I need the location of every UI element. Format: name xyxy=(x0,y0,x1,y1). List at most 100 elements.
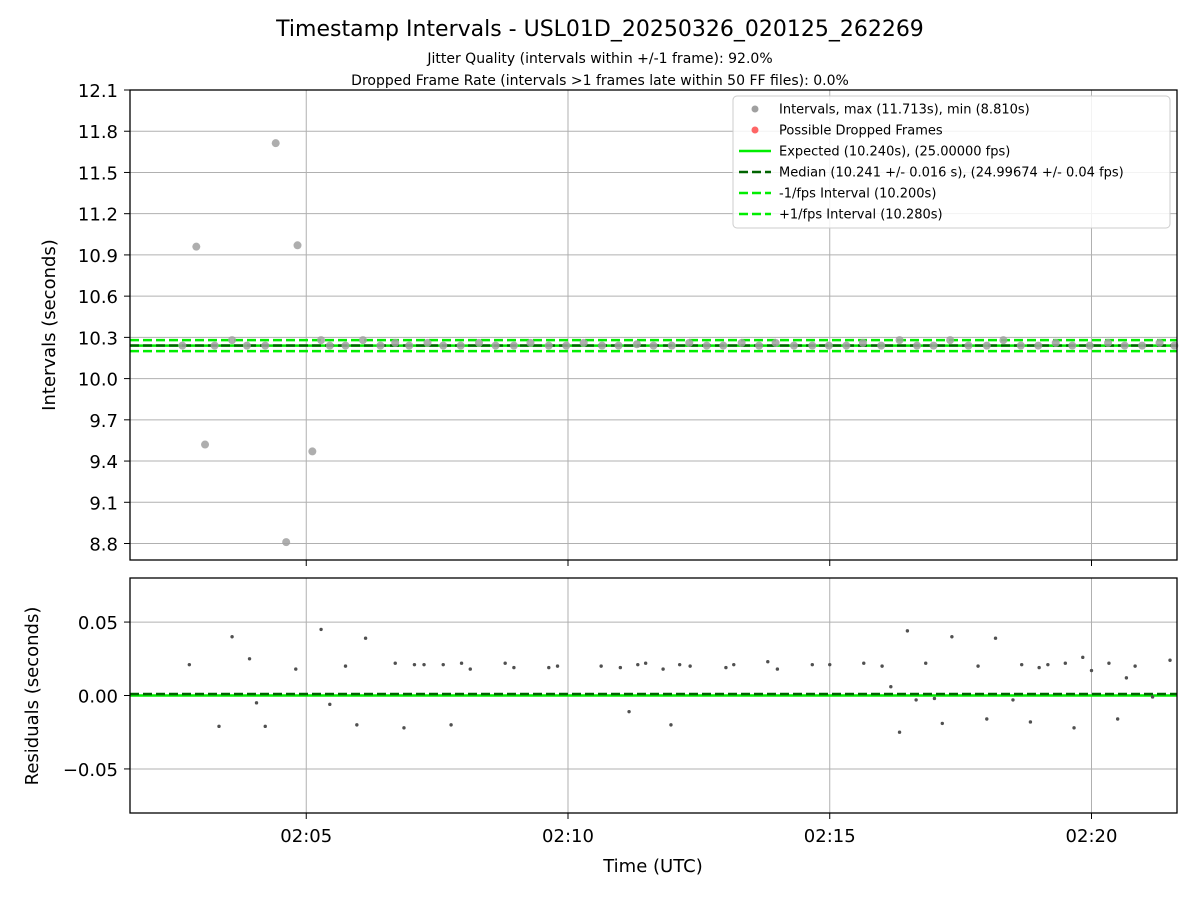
interval-point xyxy=(858,338,867,347)
legend-item-median: Median (10.241 +/- 0.016 s), (24.99674 +… xyxy=(739,166,1124,181)
x-tick-label: 02:15 xyxy=(804,826,856,847)
interval-point xyxy=(358,336,367,345)
interval-point xyxy=(946,336,955,345)
interval-point xyxy=(282,538,291,547)
residuals-y-ticks: 0.05 0.00 −0.05 xyxy=(63,613,130,781)
residual-point xyxy=(217,724,221,729)
residual-point xyxy=(422,662,426,667)
interval-point xyxy=(755,341,764,350)
residual-point xyxy=(503,661,507,665)
interval-point xyxy=(391,338,400,347)
residual-point xyxy=(512,665,516,670)
interval-point xyxy=(1016,341,1025,350)
residual-point xyxy=(187,662,192,667)
intervals-grid xyxy=(130,89,1177,560)
residual-point xyxy=(319,627,323,632)
interval-point xyxy=(842,341,851,350)
interval-point xyxy=(719,341,728,350)
chart-subtitle-dropped: Dropped Frame Rate (intervals >1 frames … xyxy=(351,73,849,89)
interval-point xyxy=(341,341,350,350)
interval-point xyxy=(491,341,500,350)
chart-title: Timestamp Intervals - USL01D_20250326_02… xyxy=(275,17,924,42)
interval-point xyxy=(999,336,1008,345)
interval-point xyxy=(1051,338,1060,347)
interval-point xyxy=(929,341,938,350)
residual-point xyxy=(1028,720,1033,724)
residuals-points xyxy=(187,627,1172,734)
x-tick-label: 02:05 xyxy=(280,826,332,847)
interval-point xyxy=(1138,341,1147,350)
legend-label-plus-fps: +1/fps Interval (10.280s) xyxy=(779,208,943,223)
residual-point xyxy=(1107,661,1111,665)
intervals-panel: 12.1 11.8 11.5 11.2 10.9 10.6 10.3 10.0 9.7 9.4 9.… xyxy=(39,81,1179,566)
interval-point xyxy=(789,341,798,350)
interval-point xyxy=(562,341,571,350)
residual-point xyxy=(449,723,453,727)
residual-point xyxy=(677,662,682,667)
legend-item-expected: Expected (10.240s), (25.00000 fps) xyxy=(739,145,1010,160)
residual-point xyxy=(775,667,780,671)
legend-label-minus-fps: -1/fps Interval (10.200s) xyxy=(779,187,936,202)
x-tick-label: 02:10 xyxy=(542,826,594,847)
residual-point xyxy=(555,664,560,668)
residual-point xyxy=(932,696,937,701)
legend-label-median: Median (10.241 +/- 0.016 s), (24.99674 +… xyxy=(779,166,1124,181)
residual-point xyxy=(1081,655,1085,660)
intervals-y-tick-label: 10.9 xyxy=(78,246,118,267)
legend-frame xyxy=(732,95,1171,229)
intervals-y-tick-label: 9.7 xyxy=(89,411,118,432)
interval-point xyxy=(895,336,904,345)
residuals-x-ticks: 02:05 02:10 02:15 02:20 xyxy=(280,813,1117,847)
residual-point xyxy=(254,701,259,705)
intervals-y-tick-label: 9.4 xyxy=(89,452,118,473)
residual-point xyxy=(263,724,267,729)
legend-item-plus-fps: +1/fps Interval (10.280s) xyxy=(739,208,943,223)
residual-point xyxy=(940,721,944,726)
residual-point xyxy=(402,726,406,730)
intervals-y-tick-label: 12.1 xyxy=(78,81,118,102)
residual-point xyxy=(889,684,893,689)
residuals-y-axis-label: Residuals (seconds) xyxy=(22,607,43,786)
residual-point xyxy=(950,635,954,639)
residual-point xyxy=(1072,726,1076,730)
residual-point xyxy=(1115,717,1120,721)
intervals-y-tick-label: 10.6 xyxy=(78,287,118,308)
residual-point xyxy=(1150,695,1155,699)
interval-point xyxy=(667,341,676,350)
interval-point xyxy=(771,338,780,347)
interval-point xyxy=(271,139,280,148)
residual-point xyxy=(247,657,252,661)
residual-point xyxy=(1011,698,1015,702)
interval-point xyxy=(685,338,694,347)
interval-point xyxy=(877,341,886,350)
residual-point xyxy=(905,629,910,633)
residual-point xyxy=(985,717,989,721)
residual-point xyxy=(661,667,665,671)
legend-label-intervals: Intervals, max (11.713s), min (8.810s) xyxy=(779,103,1030,118)
residual-point xyxy=(669,723,673,727)
interval-point xyxy=(509,341,518,350)
legend-marker-intervals xyxy=(751,105,759,113)
chart-subtitle-jitter: Jitter Quality (intervals within +/-1 fr… xyxy=(426,51,772,67)
residual-point xyxy=(294,667,298,671)
interval-point xyxy=(737,338,746,347)
interval-point xyxy=(178,341,187,350)
residual-point xyxy=(468,667,472,671)
interval-point xyxy=(439,341,448,350)
residual-point xyxy=(343,664,348,668)
intervals-x-ticks xyxy=(305,560,1092,566)
residual-point xyxy=(897,730,902,734)
residual-point xyxy=(1019,662,1024,667)
residual-point xyxy=(1037,665,1041,670)
residuals-y-tick-label: 0.00 xyxy=(78,687,118,708)
interval-point xyxy=(1120,341,1129,350)
residual-point xyxy=(355,723,359,727)
residual-point xyxy=(412,662,417,667)
interval-point xyxy=(405,341,414,350)
legend-item-dropped-frames: Possible Dropped Frames xyxy=(751,124,943,139)
interval-point xyxy=(317,336,326,345)
interval-point xyxy=(293,241,302,250)
interval-point xyxy=(579,338,588,347)
residual-point xyxy=(643,661,648,665)
